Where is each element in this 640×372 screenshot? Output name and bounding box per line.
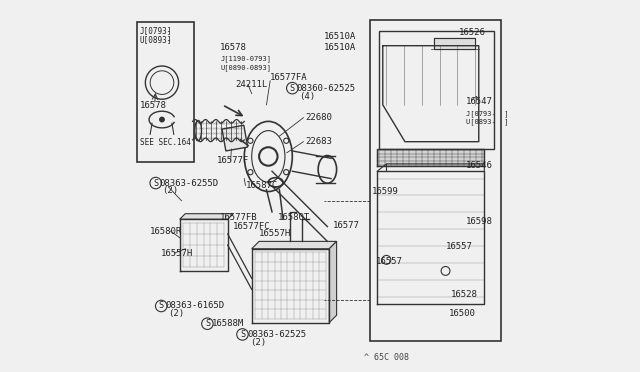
Text: 16557H: 16557H <box>161 249 193 258</box>
Text: (2): (2) <box>250 339 266 347</box>
Text: J[0793-  ]: J[0793- ] <box>466 110 508 118</box>
Text: U[0890-0893]: U[0890-0893] <box>220 64 271 71</box>
Text: 16577FA: 16577FA <box>270 73 308 81</box>
Polygon shape <box>252 241 337 249</box>
Text: 16557: 16557 <box>376 257 403 266</box>
Text: 16580T: 16580T <box>278 213 310 222</box>
Text: (2): (2) <box>162 186 178 195</box>
Text: 16547: 16547 <box>466 97 493 106</box>
Text: ]: ] <box>167 35 172 44</box>
Text: 16510A: 16510A <box>324 43 356 52</box>
Polygon shape <box>180 214 233 219</box>
Bar <box>435 38 475 49</box>
Text: 16577FB: 16577FB <box>220 213 258 222</box>
Text: 16546: 16546 <box>466 161 493 170</box>
Text: S: S <box>205 319 210 328</box>
Text: (2): (2) <box>168 309 184 318</box>
Text: 08363-6165D: 08363-6165D <box>166 301 225 311</box>
Text: 16578: 16578 <box>220 43 247 52</box>
Text: (4): (4) <box>300 92 316 101</box>
Text: 22683: 22683 <box>305 137 332 146</box>
Text: 16578: 16578 <box>140 102 166 110</box>
Text: 08363-6255D: 08363-6255D <box>159 179 218 187</box>
Polygon shape <box>329 241 337 323</box>
Bar <box>379 31 493 149</box>
Text: 08360-62525: 08360-62525 <box>296 84 355 93</box>
Text: 16528: 16528 <box>451 290 478 299</box>
Text: 16588M: 16588M <box>212 319 244 328</box>
Text: 16500: 16500 <box>449 309 476 318</box>
Text: 16557H: 16557H <box>259 230 291 238</box>
Text: 16577FC: 16577FC <box>233 222 271 231</box>
Text: ]: ] <box>167 26 172 35</box>
Text: J[0793-: J[0793- <box>140 26 172 35</box>
Text: S: S <box>159 301 164 311</box>
Text: S: S <box>240 330 245 339</box>
Text: ^ 65C 008: ^ 65C 008 <box>364 353 410 362</box>
Text: SEE SEC.164: SEE SEC.164 <box>140 138 191 147</box>
Bar <box>222 125 248 151</box>
Text: 16598: 16598 <box>466 217 493 225</box>
Text: S: S <box>290 84 295 93</box>
Text: 16577F: 16577F <box>216 156 249 166</box>
Text: S: S <box>153 179 158 187</box>
Text: 16510A: 16510A <box>324 32 356 41</box>
Text: 16587C: 16587C <box>246 181 278 190</box>
Text: U[0893-  ]: U[0893- ] <box>466 118 508 125</box>
Bar <box>137 22 195 162</box>
Text: 24211L: 24211L <box>235 80 268 89</box>
Text: 16577: 16577 <box>333 221 360 230</box>
Text: 16557: 16557 <box>445 243 472 251</box>
Text: 16580R: 16580R <box>150 227 182 235</box>
Text: U[0893-: U[0893- <box>140 35 172 44</box>
Text: 08363-62525: 08363-62525 <box>247 330 306 339</box>
Text: 22680: 22680 <box>305 113 332 122</box>
Text: J[1190-0793]: J[1190-0793] <box>220 55 271 62</box>
Text: 16526: 16526 <box>458 28 485 37</box>
Text: 16599: 16599 <box>372 187 399 196</box>
Bar <box>370 20 501 341</box>
Circle shape <box>160 117 164 122</box>
